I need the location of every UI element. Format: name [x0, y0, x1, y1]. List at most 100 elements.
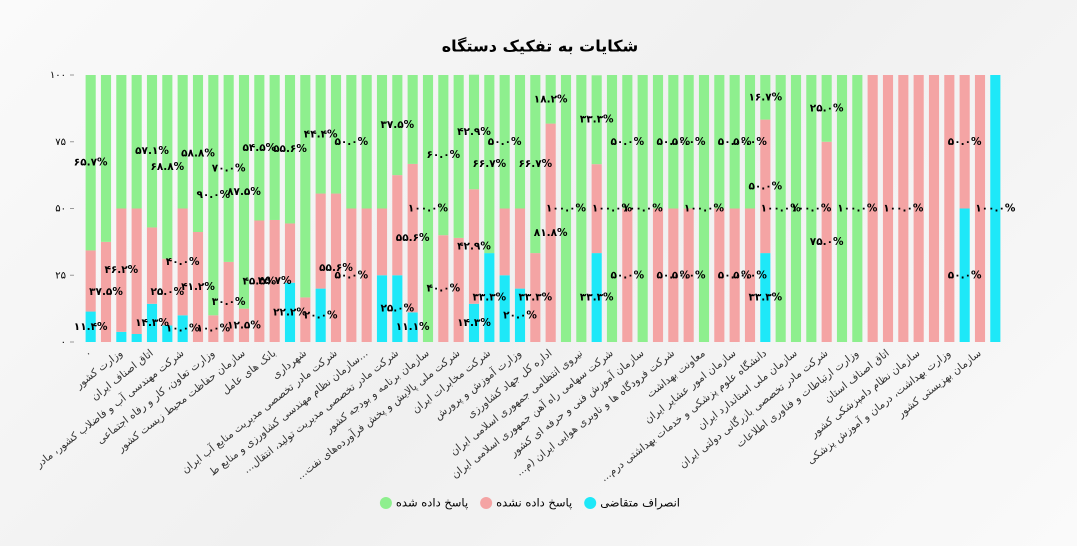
bar-segment — [821, 75, 832, 142]
bar-segment — [116, 208, 127, 332]
bar-segment — [146, 303, 158, 342]
data-label: ۴۱.۲% — [181, 281, 215, 293]
data-label: ۵۰.۰% — [733, 269, 767, 281]
x-tick-group: ۰ — [83, 347, 95, 360]
bar-segment — [407, 163, 418, 313]
bar-segment — [208, 315, 219, 342]
bar-segment — [821, 141, 832, 342]
bar-segment — [315, 75, 326, 194]
bar-segment — [269, 75, 280, 220]
data-label: ۱۲.۵% — [227, 319, 261, 331]
bar-segment — [315, 288, 326, 342]
data-label: ۵۰.۰% — [748, 180, 782, 192]
data-label: ۵۰.۰% — [672, 269, 706, 281]
data-label: ۱۰۰.۰% — [791, 203, 832, 215]
bar-segment — [668, 75, 679, 209]
data-label: ۱۰۰.۰% — [684, 203, 725, 215]
legend-label: پاسخ داده نشده — [496, 496, 572, 510]
data-label: ۷۵.۰% — [810, 236, 844, 248]
data-label: ۵۰.۰% — [334, 269, 368, 281]
bar-segment — [407, 312, 418, 342]
bar-segment — [714, 208, 725, 342]
bar-segment — [192, 75, 204, 232]
data-label: ۱۱.۴% — [74, 321, 108, 333]
bar-segment — [560, 75, 572, 342]
data-label: ۴۰.۰% — [166, 256, 200, 268]
bar-segment — [514, 75, 526, 209]
bar-segment — [346, 208, 357, 342]
legend-swatch — [584, 497, 597, 509]
bar-segment — [146, 75, 158, 228]
bar-segment — [867, 75, 878, 342]
bar-segment — [85, 311, 96, 342]
bar-segment — [284, 75, 296, 224]
bar-segment — [361, 75, 372, 209]
bar-segment — [729, 75, 740, 209]
data-label: ۴۲.۹% — [457, 126, 491, 138]
data-label: ۲۵.۰% — [150, 286, 184, 298]
bar-segment — [622, 208, 633, 342]
bar-segment — [162, 258, 173, 326]
bar-segment — [545, 123, 556, 343]
data-label: ۱۰۰.۰% — [546, 203, 587, 215]
bar-segment — [959, 208, 970, 342]
data-label: ۱۶.۷% — [748, 91, 782, 103]
legend-swatch — [379, 497, 392, 509]
bar-segment — [760, 119, 771, 254]
data-label: ۵۵.۶% — [396, 232, 430, 244]
bar-segment — [652, 208, 664, 342]
data-label: ۳۷.۵% — [89, 286, 123, 298]
data-label: ۵۰.۰% — [718, 136, 752, 148]
data-label: ۵۰.۰% — [334, 136, 368, 148]
bar-segment — [484, 253, 495, 342]
data-label: ۱۰۰.۰% — [592, 203, 633, 215]
data-label: ۳۳.۳% — [518, 292, 552, 304]
bar-segment — [591, 253, 602, 342]
data-label: ۳۳.۳% — [580, 292, 614, 304]
bar-segment — [990, 75, 1001, 342]
bar-segment — [744, 208, 756, 342]
bar-segment — [254, 75, 265, 221]
bar-segment — [668, 208, 679, 342]
bar-segment — [468, 303, 480, 342]
bar-segment — [499, 275, 510, 342]
data-label: ۴۵.۷% — [258, 275, 292, 287]
bar-segment — [974, 75, 986, 342]
bar-segment — [422, 75, 434, 342]
bar-segment — [85, 250, 96, 312]
bar-segment — [760, 75, 771, 120]
data-label: ۵۰.۰% — [948, 269, 982, 281]
bar-segment — [928, 75, 940, 342]
bar-segment — [208, 75, 219, 316]
y-tick-label: ۲۵ — [55, 270, 66, 281]
bar-segment — [683, 208, 694, 342]
bar-segment — [606, 75, 618, 342]
bar-segment — [284, 282, 296, 342]
data-label: ۳۰.۰% — [212, 296, 246, 308]
bar-segment — [146, 227, 158, 304]
bar-segment — [269, 219, 280, 342]
bar-segment — [315, 193, 326, 289]
bar-segment — [545, 75, 556, 124]
data-label: ۱۸.۲% — [534, 93, 568, 105]
bar-segment — [775, 75, 786, 342]
y-tick-label: ۰ — [61, 337, 66, 348]
data-label: ۶۸.۸% — [150, 161, 184, 173]
bar-segment — [100, 241, 112, 342]
data-label: ۵۵.۶% — [319, 262, 353, 274]
data-label: ۴۲.۹% — [457, 241, 491, 253]
bar-segment — [131, 333, 142, 342]
bar-segment — [330, 75, 342, 194]
data-label: ۱۰۰.۰% — [623, 203, 664, 215]
legend-label: انصراف متقاضی — [600, 496, 680, 511]
bar-segment — [438, 75, 449, 236]
bar-segment — [131, 208, 142, 334]
bar-segment — [499, 208, 510, 276]
bar-segment — [254, 220, 265, 342]
bar-segment — [514, 288, 526, 342]
bar-segment — [530, 75, 541, 254]
data-label: ۲۰.۰% — [503, 309, 537, 321]
bar-segment — [177, 208, 188, 316]
bar-segment — [116, 331, 127, 342]
